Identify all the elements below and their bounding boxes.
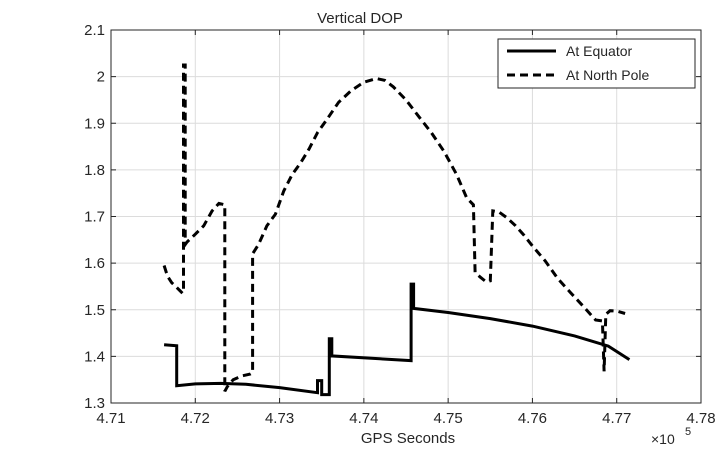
x-exponent-base: ×10 — [651, 431, 675, 447]
x-axis-label: GPS Seconds — [361, 430, 455, 447]
series-line-equator — [163, 282, 631, 397]
y-tick-label: 1.4 — [84, 348, 105, 365]
axis-tick-labels: 4.71 4.72 4.73 4.74 4.75 4.76 4.77 4.78 1.3 1.4 1.… — [84, 22, 715, 427]
y-tick-label: 2.1 — [84, 22, 105, 39]
x-tick-label: 4.72 — [181, 410, 210, 427]
x-tick-label: 4.78 — [686, 410, 715, 427]
series-line-north-pole — [162, 63, 626, 393]
x-tick-label: 4.75 — [434, 410, 463, 427]
x-tick-label: 4.71 — [96, 410, 125, 427]
y-tick-label: 2 — [97, 69, 105, 86]
y-tick-label: 1.7 — [84, 209, 105, 226]
y-tick-label: 1.9 — [84, 115, 105, 132]
x-tick-label: 4.77 — [602, 410, 631, 427]
y-tick-label: 1.6 — [84, 255, 105, 272]
x-tick-label: 4.74 — [349, 410, 378, 427]
x-exponent-power: 5 — [685, 426, 691, 438]
x-tick-label: 4.76 — [518, 410, 547, 427]
legend: At Equator At North Pole — [497, 38, 696, 89]
legend-label-equator: At Equator — [566, 43, 632, 59]
legend-box — [497, 38, 696, 89]
axis-ticks — [110, 29, 702, 404]
legend-label-north-pole: At North Pole — [566, 67, 649, 83]
x-exponent: ×10 5 — [651, 426, 691, 447]
y-tick-label: 1.5 — [84, 302, 105, 319]
series-layer — [162, 63, 631, 397]
x-tick-label: 4.73 — [265, 410, 294, 427]
y-tick-label: 1.3 — [84, 395, 105, 412]
y-tick-label: 1.8 — [84, 162, 105, 179]
chart-title: Vertical DOP — [317, 10, 403, 27]
